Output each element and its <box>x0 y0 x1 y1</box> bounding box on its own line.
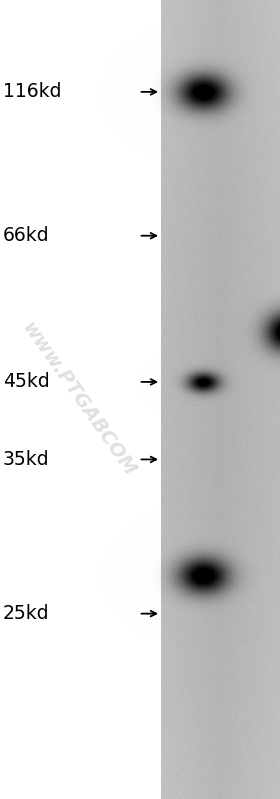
Text: www.PTGABCOM: www.PTGABCOM <box>18 319 139 480</box>
Text: 66kd: 66kd <box>3 226 50 245</box>
Text: 25kd: 25kd <box>3 604 50 623</box>
Text: 35kd: 35kd <box>3 450 50 469</box>
Text: 116kd: 116kd <box>3 82 61 101</box>
Text: 45kd: 45kd <box>3 372 50 392</box>
